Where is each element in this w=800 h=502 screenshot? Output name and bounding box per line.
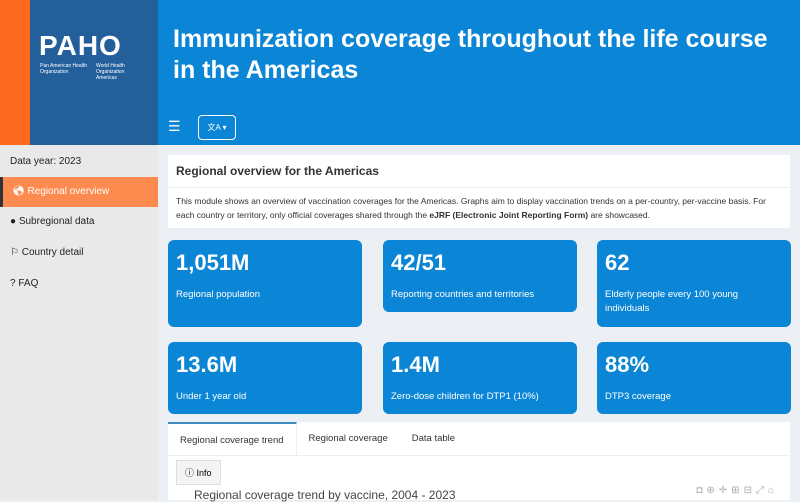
sidebar-item-faq[interactable]: ? FAQ <box>0 269 158 299</box>
tab-regional-coverage[interactable]: Regional coverage <box>308 433 388 444</box>
overview-card: Regional overview for the Americas This … <box>168 155 790 228</box>
stat-box: 1,051M Regional population <box>168 240 362 327</box>
chart-panel: Regional coverage trend Regional coverag… <box>168 422 790 502</box>
paho-logo[interactable]: PAHO Pan American Health Organization Wor… <box>30 0 158 145</box>
zoom-out-icon[interactable]: ⊟ <box>743 485 756 496</box>
stat-box: 62 Elderly people every 100 young individ… <box>597 240 791 327</box>
zoom-in-icon[interactable]: ⊞ <box>731 485 744 496</box>
stat-box: 13.6M Under 1 year old <box>168 342 362 414</box>
sidebar: Data year: 2023 🌎︎ Regional overview ● S… <box>0 145 158 500</box>
language-dropdown[interactable]: 文A ▾ <box>198 115 236 140</box>
overview-text: This module shows an overview of vaccina… <box>176 196 766 220</box>
stat-box: 42/51 Reporting countries and territories <box>383 240 577 312</box>
nav-label: Subregional data <box>18 216 95 227</box>
tab-regional-coverage-trend[interactable]: Regional coverage trend <box>168 422 297 455</box>
sidebar-item-subregional-data[interactable]: ● Subregional data <box>0 207 158 237</box>
translate-icon: 文A ▾ <box>207 123 227 132</box>
brand-strip <box>0 0 30 145</box>
data-year: Data year: 2023 <box>10 156 82 167</box>
info-button[interactable]: ⓘ Info <box>176 460 221 485</box>
logo-org2: World Health Organization Americas <box>96 63 125 81</box>
info-icon: ⓘ <box>185 468 197 478</box>
sidebar-item-regional-overview[interactable]: 🌎︎ Regional overview <box>0 177 158 207</box>
logo-text: PAHO <box>39 30 122 61</box>
pan-icon[interactable]: ✛ <box>718 485 732 496</box>
logo-org1: Pan American Health Organization <box>40 63 87 75</box>
autoscale-icon[interactable]: ⤢ <box>755 485 768 496</box>
sidebar-item-country-detail[interactable]: ⚐ Country detail <box>0 238 158 268</box>
home-icon[interactable]: ⌂ <box>767 485 778 496</box>
question-circle-icon: ? <box>10 278 19 289</box>
camera-icon[interactable]: ◘ <box>696 485 707 496</box>
header: Immunization coverage throughout the lif… <box>158 0 800 145</box>
nav-label: Country detail <box>21 247 84 258</box>
tab-data-table[interactable]: Data table <box>411 433 456 444</box>
nav-label: Regional overview <box>27 186 110 197</box>
map-marker-icon: ● <box>10 216 19 227</box>
zoom-icon[interactable]: ⊕ <box>706 485 719 496</box>
page-title: Immunization coverage throughout the lif… <box>173 25 768 84</box>
globe-icon: 🌎︎ <box>12 186 28 197</box>
stat-box: 88% DTP3 coverage <box>597 342 791 414</box>
hamburger-icon[interactable]: ☰ <box>168 118 181 134</box>
chart-modebar[interactable]: ◘⊕✛⊞⊟⤢⌂ <box>696 485 778 496</box>
stat-box: 1.4M Zero-dose children for DTP1 (10%) <box>383 342 577 414</box>
flag-icon: ⚐ <box>10 247 22 258</box>
overview-title: Regional overview for the Americas <box>168 155 790 188</box>
nav-label: FAQ <box>18 278 39 289</box>
chart-title: Regional coverage trend by vaccine, 2004… <box>194 488 456 502</box>
